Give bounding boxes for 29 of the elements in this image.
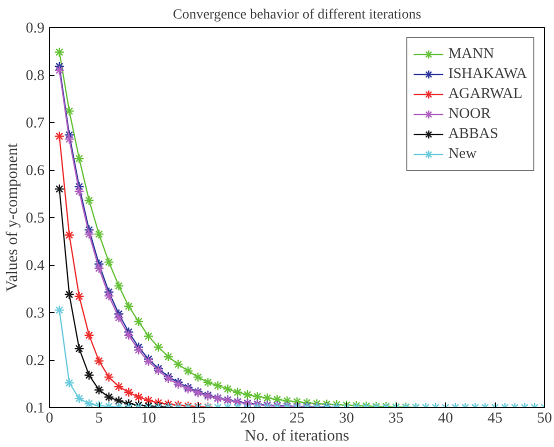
legend-label: AGARWAL — [448, 84, 522, 104]
x-tick-label: 25 — [290, 410, 304, 426]
y-tick-label: 0.6 — [26, 163, 45, 179]
y-tick-label: 0.8 — [26, 68, 44, 84]
x-tick-label: 0 — [46, 410, 54, 426]
x-tick-label: 45 — [488, 410, 502, 426]
x-axis-title: No. of iterations — [244, 428, 350, 444]
y-tick-label: 0.7 — [26, 116, 45, 132]
x-tick-label: 20 — [240, 410, 255, 426]
x-tick-label: 30 — [339, 410, 354, 426]
y-tick-label: 0.9 — [26, 20, 44, 36]
x-tick-label: 5 — [95, 410, 103, 426]
y-axis-title: Values of y-component — [4, 142, 21, 292]
x-tick-label: 40 — [438, 410, 453, 426]
y-tick-label: 0.5 — [26, 210, 44, 226]
legend-label: NOOR — [448, 104, 491, 124]
y-tick-label: 0.4 — [26, 258, 45, 274]
legend-label: ABBAS — [448, 124, 498, 144]
y-tick-label: 0.3 — [26, 306, 44, 322]
y-tick-label: 0.1 — [26, 400, 44, 416]
y-tick-label: 0.2 — [26, 353, 44, 369]
x-tick-label: 15 — [190, 410, 206, 426]
x-tick-label: 35 — [388, 410, 404, 426]
legend-label: ISHAKAWA — [448, 64, 527, 84]
legend-label: MANN — [448, 44, 494, 64]
legend-label: New — [448, 144, 477, 164]
x-tick-label: 50 — [537, 410, 552, 426]
x-tick-label: 10 — [141, 410, 156, 426]
chart-title: Convergence behavior of different iterations — [172, 8, 422, 22]
